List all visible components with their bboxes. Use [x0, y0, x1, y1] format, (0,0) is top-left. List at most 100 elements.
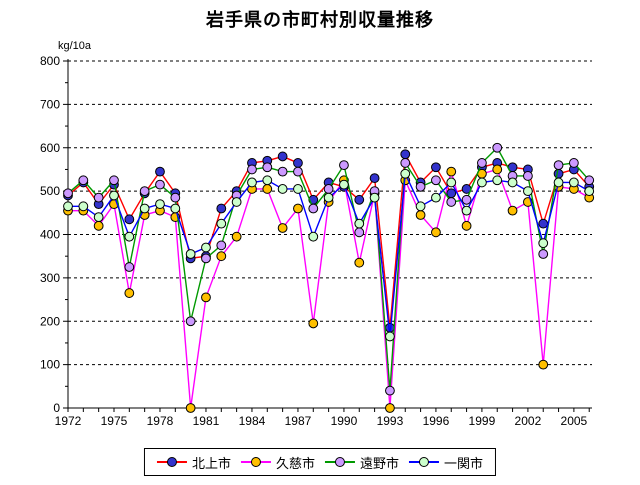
data-point-ichinoseki-1974 — [93, 212, 104, 223]
data-point-kuji-2000 — [492, 164, 503, 175]
data-point-ichinoseki-2003 — [538, 238, 549, 249]
data-point-kuji-1995 — [415, 210, 426, 220]
data-point-kitakami-1982 — [216, 203, 227, 214]
legend-marker-kitakami-icon — [156, 456, 187, 468]
x-tick-label: 1990 — [331, 414, 358, 428]
data-point-tono-2000 — [492, 142, 503, 153]
data-point-ichinoseki-1997 — [446, 177, 457, 188]
data-point-tono-1994 — [400, 158, 411, 168]
data-point-ichinoseki-1984 — [247, 177, 257, 188]
data-point-ichinoseki-1996 — [431, 192, 441, 203]
legend-label-kitakami: 北上市 — [191, 455, 231, 471]
x-tick-label: 1984 — [239, 414, 266, 428]
data-point-ichinoseki-1993 — [385, 331, 395, 342]
x-tick-label: 2002 — [515, 414, 542, 428]
x-tick-label: 1975 — [101, 414, 128, 428]
data-point-tono-1984 — [247, 164, 257, 175]
x-tick-label: 1978 — [147, 414, 174, 428]
data-point-tono-2004 — [553, 160, 564, 171]
data-point-tono-1991 — [354, 227, 365, 238]
data-point-tono-2005 — [568, 158, 579, 168]
data-point-ichinoseki-1987 — [293, 184, 303, 194]
x-tick-label: 2005 — [561, 414, 588, 428]
legend: 北上市 久慈市 遠野市 一関市 — [143, 448, 497, 476]
x-tick-label: 1993 — [377, 414, 404, 428]
legend-item-kitakami: 北上市 — [156, 453, 231, 472]
data-point-tono-1976 — [124, 262, 135, 272]
data-point-kitakami-1992 — [369, 173, 380, 184]
legend-marker-kuji-icon — [240, 456, 271, 468]
data-point-ichinoseki-2005 — [568, 177, 579, 188]
data-point-tono-2003 — [538, 249, 549, 259]
data-point-ichinoseki-1978 — [155, 199, 165, 210]
data-point-ichinoseki-2002 — [523, 186, 533, 197]
y-unit-label: kg/10a — [58, 40, 92, 52]
data-point-tono-1996 — [431, 175, 441, 186]
y-tick-label: 300 — [40, 271, 60, 285]
chart-title: 岩手県の市町村別収量推移 — [206, 10, 434, 30]
data-point-kuji-2003 — [538, 359, 549, 370]
data-point-tono-1980 — [185, 316, 196, 327]
data-point-tono-1973 — [78, 175, 89, 186]
data-point-kitakami-2003 — [538, 218, 549, 229]
data-point-ichinoseki-1975 — [109, 190, 119, 201]
data-point-ichinoseki-1989 — [323, 192, 334, 203]
data-point-tono-1999 — [477, 158, 487, 168]
y-tick-label: 0 — [53, 401, 60, 415]
y-tick-label: 100 — [40, 358, 60, 372]
data-point-ichinoseki-1980 — [185, 249, 196, 259]
data-point-ichinoseki-2000 — [492, 175, 503, 186]
legend-item-ichinoseki: 一関市 — [409, 453, 483, 472]
data-point-tono-1988 — [308, 203, 319, 214]
data-point-kitakami-1986 — [277, 151, 288, 162]
data-point-tono-1978 — [155, 179, 165, 190]
data-point-kuji-1987 — [293, 203, 303, 214]
data-point-tono-1974 — [93, 192, 104, 203]
data-point-kuji-1986 — [277, 223, 288, 233]
data-point-tono-1989 — [323, 184, 334, 194]
legend-marker-ichinoseki-icon — [409, 456, 440, 468]
data-point-tono-1981 — [201, 253, 211, 264]
data-point-ichinoseki-1979 — [170, 203, 181, 214]
legend-label-tono: 遠野市 — [360, 455, 400, 471]
data-point-kitakami-1978 — [155, 166, 165, 177]
data-point-tono-1997 — [446, 197, 457, 207]
plot-area: 0 100 200 300 400 500 600 700 800 kg/10a 1972 1975 1… — [40, 40, 595, 428]
y-tick-label: 500 — [40, 184, 60, 198]
data-point-kitakami-1987 — [293, 158, 303, 168]
data-point-kuji-1996 — [431, 227, 441, 238]
data-point-ichinoseki-1988 — [308, 231, 319, 242]
data-point-ichinoseki-1985 — [262, 175, 273, 186]
data-point-tono-1985 — [262, 162, 273, 173]
data-point-kitakami-1991 — [354, 194, 365, 205]
data-point-ichinoseki-1972 — [63, 201, 73, 212]
data-point-kuji-2001 — [507, 205, 518, 216]
data-point-ichinoseki-2001 — [507, 177, 518, 188]
data-point-tono-1995 — [415, 181, 426, 192]
x-tick-label: 1996 — [423, 414, 450, 428]
data-point-ichinoseki-1983 — [231, 197, 242, 207]
data-point-kitakami-1994 — [400, 149, 411, 160]
data-point-tono-1979 — [170, 192, 181, 203]
data-point-ichinoseki-1982 — [216, 218, 227, 229]
data-point-tono-2006 — [584, 175, 595, 186]
data-point-kuji-1998 — [461, 220, 472, 231]
data-point-kuji-1997 — [446, 166, 457, 177]
data-point-tono-1990 — [339, 160, 349, 171]
data-point-kitakami-2004 — [553, 168, 564, 179]
y-tick-label: 400 — [40, 228, 60, 242]
y-tick-label: 700 — [40, 97, 60, 111]
data-point-tono-1975 — [109, 175, 119, 186]
x-tick-label: 1987 — [285, 414, 312, 428]
data-point-kitakami-1976 — [124, 214, 135, 225]
data-point-ichinoseki-1994 — [400, 168, 411, 179]
data-point-kuji-1988 — [308, 318, 319, 329]
data-point-kuji-1983 — [231, 231, 242, 242]
legend-label-kuji: 久慈市 — [275, 455, 315, 471]
data-point-kuji-1993 — [385, 403, 395, 413]
data-point-tono-1986 — [277, 166, 288, 177]
data-point-ichinoseki-1976 — [124, 231, 135, 242]
data-point-kuji-1985 — [262, 184, 273, 194]
data-point-tono-1982 — [216, 240, 227, 251]
